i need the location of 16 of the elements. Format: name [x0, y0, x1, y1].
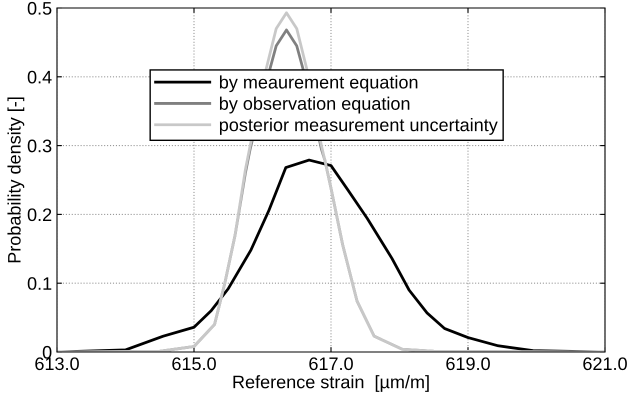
y-axis-title: Probability density [-]: [7, 97, 24, 262]
y-tick-label: 0.1: [28, 277, 52, 290]
legend-label: by meaurement equation: [220, 75, 418, 92]
x-tick-label: 615.0: [172, 357, 216, 370]
x-tick-label: 617.0: [309, 357, 353, 370]
legend-label: posterior measurement uncertainty: [220, 118, 498, 135]
y-tick-label: 0: [42, 346, 52, 359]
legend-label: by observation equation: [220, 96, 410, 114]
x-axis-title: Reference strain [µm/m]: [233, 375, 429, 392]
y-tick-label: 0.3: [28, 140, 52, 152]
x-tick-label: 621.0: [583, 357, 627, 370]
x-tick-label: 619.0: [446, 357, 490, 370]
y-tick-label: 0.2: [28, 208, 52, 222]
y-tick-label: 0.5: [28, 2, 52, 15]
y-tick-label: 0.4: [28, 70, 52, 84]
x-tick-label: 613.0: [35, 357, 79, 370]
